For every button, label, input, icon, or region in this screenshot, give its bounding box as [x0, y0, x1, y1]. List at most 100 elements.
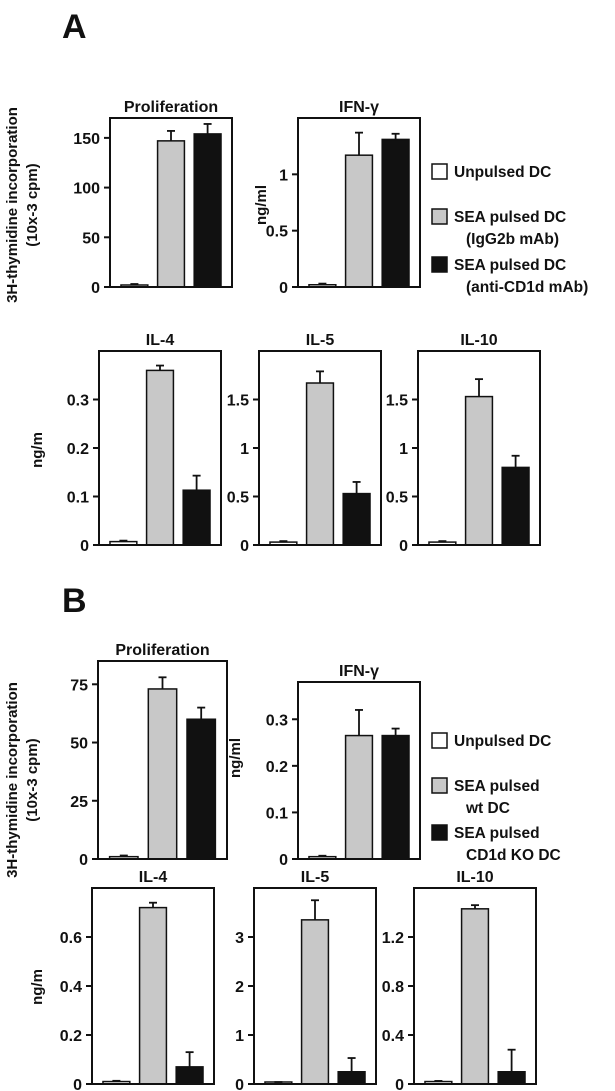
plot-a-0: Proliferation 0 50 100 150: [73, 99, 233, 297]
bar: [145, 369, 175, 546]
plot-title: IL-5: [306, 332, 335, 349]
legend-panel-a: Unpulsed DC SEA pulsed DC (IgG2b mAb) SEA p…: [431, 163, 588, 296]
plot-frame: [97, 660, 228, 860]
y-axis-label: ng/m: [29, 969, 46, 1005]
y-tick-label: 0.5: [266, 224, 288, 241]
y-axis-label-unit: (10x-3 cpm): [24, 163, 41, 246]
plot-title: Proliferation: [124, 99, 218, 116]
legend-label: SEA pulsed DC: [454, 257, 566, 274]
y-tick-label: 1: [240, 441, 249, 458]
y-tick-label: 0: [79, 852, 88, 869]
y-tick-label: 0: [73, 1077, 82, 1091]
plot-title: IL-5: [301, 869, 330, 886]
y-tick-label: 0.5: [386, 490, 408, 507]
y-tick-label: 0: [395, 1077, 404, 1091]
y-tick-label: 1.5: [227, 393, 249, 410]
bar: [156, 140, 186, 288]
bar: [147, 688, 178, 860]
y-tick-label: 0: [399, 538, 408, 555]
bar: [186, 718, 217, 860]
legend-label: SEA pulsed DC: [454, 209, 566, 226]
legend-label-line2: CD1d KO DC: [466, 847, 561, 864]
plot-title: IL-4: [139, 869, 168, 886]
plot-a-4: IL-10 0 0.5 1 1.5: [386, 332, 541, 555]
plot-title: IL-10: [460, 332, 497, 349]
y-tick-label: 1.5: [386, 393, 408, 410]
panel-letter-b: B: [62, 582, 87, 620]
plot-title: IFN-γ: [339, 99, 379, 116]
bar: [464, 395, 494, 546]
y-tick-label: 1: [279, 167, 288, 184]
y-tick-label: 0: [240, 538, 249, 555]
legend-swatch: [431, 732, 448, 749]
bar: [342, 492, 371, 546]
y-tick-label: 0: [279, 280, 288, 297]
legend-swatch: [431, 777, 448, 794]
bar: [460, 908, 490, 1085]
y-axis-label: ng/ml: [227, 738, 244, 778]
bar: [344, 734, 374, 860]
y-tick-label: 0.4: [60, 979, 82, 996]
y-tick-label: 0.2: [67, 441, 89, 458]
y-tick-label: 0.6: [60, 930, 82, 947]
y-tick-label: 0.5: [227, 490, 249, 507]
plot-frame: [109, 117, 233, 288]
plot-a-2: IL-4 0 0.1 0.2 0.3: [67, 332, 222, 555]
y-tick-label: 0.2: [60, 1028, 82, 1045]
y-tick-label: 1.2: [382, 930, 404, 947]
panel-letter-a: A: [62, 8, 87, 46]
bar: [182, 489, 211, 546]
bar: [344, 154, 374, 288]
y-tick-label: 0: [80, 538, 89, 555]
plot-frame: [297, 681, 421, 860]
legend-label: Unpulsed DC: [454, 733, 551, 750]
y-axis-label: ng/m: [29, 432, 46, 468]
y-tick-label: 100: [73, 181, 100, 198]
plot-a-1: IFN-γ 0 0.5 1: [266, 99, 421, 297]
legend-panel-b: Unpulsed DC SEA pulsed wt DC SEA pulsed CD1d…: [431, 732, 561, 864]
bar: [175, 1066, 204, 1085]
bar: [305, 382, 335, 546]
y-tick-label: 0: [91, 280, 100, 297]
legend-swatch: [431, 824, 448, 841]
y-tick-label: 0.2: [266, 759, 288, 776]
y-tick-label: 0.3: [266, 712, 288, 729]
y-tick-label: 50: [82, 230, 100, 247]
y-tick-label: 1: [399, 441, 408, 458]
bar: [337, 1071, 366, 1085]
y-axis-label: 3H-thymidine incorporation: [4, 107, 21, 303]
plot-b-8: IL-5 0 1 2 3: [235, 869, 377, 1091]
plot-b-9: IL-10 0 0.4 0.8 1.2: [382, 869, 537, 1091]
y-axis-label-unit: (10x-3 cpm): [24, 738, 41, 821]
y-axis-label: 3H-thymidine incorporation: [4, 682, 21, 878]
plots-group: Proliferation050100150IFN-γ00.51IL-400.1…: [4, 99, 541, 1091]
y-tick-label: 0.3: [67, 393, 89, 410]
y-tick-label: 0.1: [266, 805, 288, 822]
legend-swatch: [431, 256, 448, 273]
legend-swatch: [431, 163, 448, 180]
legend-label-line2: (IgG2b mAb): [466, 231, 559, 248]
y-tick-label: 2: [235, 979, 244, 996]
plot-b-6: IFN-γ 0 0.1 0.2 0.3: [266, 663, 421, 869]
plot-title: IL-10: [456, 869, 493, 886]
y-tick-label: 3: [235, 930, 244, 947]
plot-title: Proliferation: [115, 642, 209, 659]
legend-label: Unpulsed DC: [454, 164, 551, 181]
y-axis-label: ng/ml: [253, 185, 270, 225]
bar: [193, 133, 222, 288]
y-tick-label: 0.1: [67, 490, 89, 507]
plot-title: IFN-γ: [339, 663, 379, 680]
y-tick-label: 75: [70, 677, 88, 694]
y-tick-label: 150: [73, 131, 100, 148]
y-tick-label: 25: [70, 794, 88, 811]
legend-label-line2: (anti-CD1d mAb): [466, 279, 588, 296]
legend-label: SEA pulsed: [454, 825, 540, 842]
y-tick-label: 0.8: [382, 979, 404, 996]
plot-title: IL-4: [146, 332, 175, 349]
y-tick-label: 0: [235, 1077, 244, 1091]
plot-b-7: IL-4 0 0.2 0.4 0.6: [60, 869, 215, 1091]
bar: [497, 1071, 526, 1085]
bar: [381, 734, 410, 860]
plot-frame: [297, 117, 421, 288]
